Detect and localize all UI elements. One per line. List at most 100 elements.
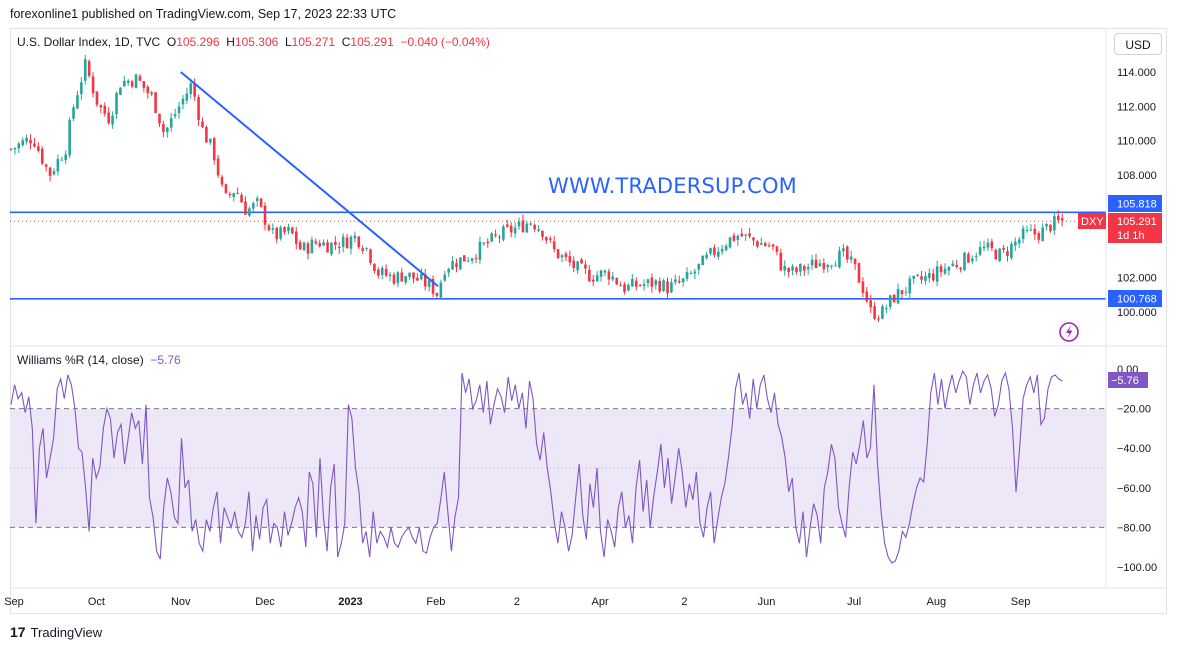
- candle: [80, 77, 83, 100]
- candle: [37, 142, 40, 153]
- candle: [748, 227, 751, 239]
- candle-body: [138, 76, 142, 81]
- candle: [701, 255, 704, 266]
- candle-body: [255, 198, 259, 202]
- candle-body: [130, 81, 134, 87]
- candle: [185, 87, 189, 104]
- candle: [971, 255, 974, 265]
- candle-body: [967, 253, 970, 263]
- candle: [373, 263, 376, 274]
- candle-body: [576, 261, 579, 271]
- candle: [849, 250, 853, 264]
- candle-body: [216, 158, 220, 176]
- candle: [924, 271, 927, 285]
- candle-body: [502, 226, 505, 240]
- time-tick-label: Sep: [4, 596, 24, 608]
- candle: [545, 236, 548, 245]
- candle-body: [724, 245, 728, 251]
- candle: [494, 229, 497, 238]
- time-tick-label: Jun: [758, 596, 776, 608]
- footer-brand[interactable]: TradingView: [30, 624, 103, 640]
- symbol-name[interactable]: U.S. Dollar Index, 1D, TVC: [17, 35, 161, 49]
- time-tick-label: Dec: [255, 596, 275, 608]
- footer: 17 TradingView: [10, 624, 102, 640]
- candle: [56, 154, 60, 176]
- candle: [236, 187, 239, 195]
- candle: [771, 243, 775, 251]
- currency-button[interactable]: USD: [1114, 33, 1162, 55]
- candle-body: [486, 241, 490, 244]
- candle: [947, 266, 951, 276]
- candle-body: [279, 227, 282, 239]
- candle: [220, 174, 224, 188]
- candle: [158, 113, 161, 128]
- candle-body: [802, 266, 806, 271]
- candle-body: [908, 278, 912, 294]
- change-value: −0.040 (−0.04%): [400, 35, 490, 49]
- candle-body: [564, 253, 568, 258]
- lightning-icon[interactable]: [1059, 322, 1079, 342]
- candle: [337, 241, 341, 255]
- candle: [580, 257, 583, 264]
- time-tick-label: Apr: [592, 596, 609, 608]
- candle-body: [470, 258, 474, 261]
- williams-name[interactable]: Williams %R (14, close): [17, 353, 144, 367]
- candle-body: [326, 242, 329, 253]
- candle-body: [9, 148, 13, 150]
- williams-tick-label: −40.00: [1117, 443, 1151, 455]
- candle-body: [826, 265, 830, 268]
- candle-body: [1002, 247, 1005, 250]
- candle-body: [162, 124, 165, 132]
- candle-body: [1037, 233, 1041, 240]
- candle-body: [17, 143, 21, 149]
- candle: [111, 111, 114, 129]
- candle-body: [505, 224, 509, 227]
- candle: [1041, 223, 1044, 242]
- candle: [197, 94, 200, 127]
- candle: [525, 221, 529, 234]
- candle-body: [580, 259, 583, 264]
- candle: [873, 301, 876, 321]
- candle-body: [830, 265, 833, 267]
- candle-body: [928, 273, 931, 278]
- candle: [263, 202, 267, 231]
- candle: [681, 277, 685, 287]
- candle: [377, 266, 380, 279]
- candle-body: [588, 269, 591, 282]
- candle-body: [701, 255, 704, 266]
- candle: [576, 260, 579, 275]
- candle-body: [189, 83, 193, 94]
- candle: [662, 278, 665, 293]
- candle: [920, 270, 923, 284]
- candle-body: [885, 308, 888, 310]
- candle-body: [963, 252, 966, 271]
- time-tick-label: Sep: [1011, 596, 1031, 608]
- candle: [759, 237, 763, 245]
- candle-body: [37, 146, 40, 151]
- candle-body: [662, 280, 665, 292]
- candle: [447, 267, 450, 277]
- candle-body: [900, 290, 904, 294]
- candle: [224, 183, 228, 194]
- candle-body: [494, 234, 497, 236]
- candle: [732, 232, 736, 242]
- candle-body: [13, 147, 17, 150]
- candle: [564, 251, 568, 262]
- candle-body: [466, 260, 470, 262]
- williams-tick-label: −20.00: [1117, 404, 1151, 416]
- candle: [666, 277, 669, 298]
- tradingview-logo-icon[interactable]: 17: [10, 624, 26, 640]
- downtrend-line: [180, 71, 439, 288]
- candle-body: [779, 252, 783, 271]
- candle-body: [412, 272, 415, 279]
- candle-body: [806, 266, 810, 270]
- candle-body: [752, 237, 755, 241]
- candle: [1049, 224, 1052, 233]
- candle-body: [169, 118, 173, 128]
- candle: [380, 265, 384, 280]
- candle: [48, 167, 52, 182]
- time-tick-label: Feb: [426, 596, 445, 608]
- candle-body: [404, 276, 407, 283]
- candle-body: [224, 184, 228, 193]
